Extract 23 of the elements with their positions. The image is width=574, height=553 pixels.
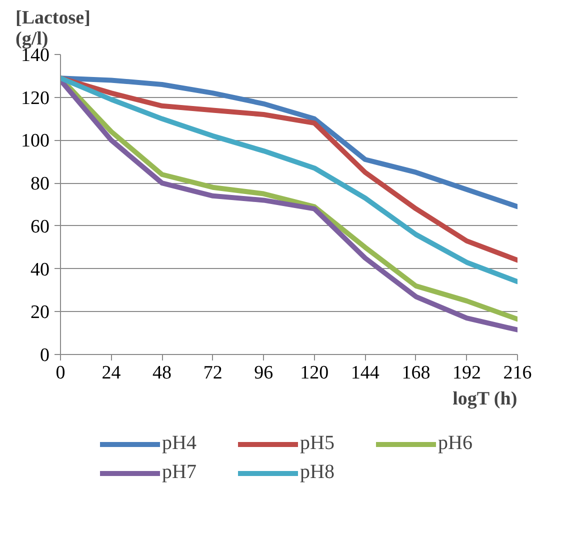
legend-label: pH4 xyxy=(162,432,198,455)
x-tick-label: 48 xyxy=(152,362,172,384)
x-axis-title: logT (h) xyxy=(452,388,518,410)
x-tick-label: 216 xyxy=(503,362,532,384)
x-tick-label: 0 xyxy=(56,362,66,384)
x-tick-label: 72 xyxy=(203,362,222,384)
x-tick-label: 96 xyxy=(254,362,274,384)
y-tick-label: 40 xyxy=(30,259,50,280)
y-tick-label: 100 xyxy=(21,130,50,152)
x-tick-label: 24 xyxy=(102,362,122,384)
legend-label: pH6 xyxy=(438,432,474,455)
y-tick-label: 120 xyxy=(21,88,50,109)
x-tick-label: 168 xyxy=(402,362,430,384)
y-tick-label: 60 xyxy=(30,216,50,238)
y-tick-label: 0 xyxy=(40,345,50,366)
legend-label: pH7 xyxy=(162,461,198,484)
x-tick-label: 144 xyxy=(350,362,380,384)
legend-label: pH8 xyxy=(300,461,336,484)
x-tick-label: 120 xyxy=(300,362,329,384)
y-tick-label: 20 xyxy=(30,302,50,324)
x-tick-label: 192 xyxy=(452,362,481,384)
legend-label: pH5 xyxy=(300,432,336,455)
y-tick-label: 80 xyxy=(30,174,50,195)
